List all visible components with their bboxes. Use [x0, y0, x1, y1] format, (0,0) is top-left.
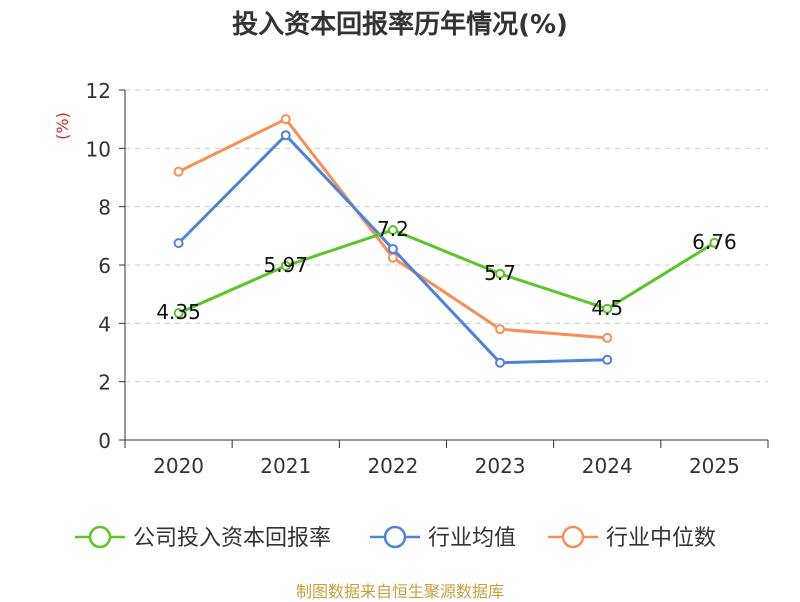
data-label: 7.2	[377, 217, 409, 241]
axes: 0 2 4 6 8 10 12 (%) 2020 2021 2022 2023 2024 2025	[53, 79, 769, 478]
data-point	[280, 130, 291, 141]
x-tick-label: 2024	[582, 454, 633, 478]
chart-title: 投入资本回报率历年情况(%)	[232, 10, 568, 40]
data-point	[280, 260, 291, 271]
data-label: 5.7	[484, 261, 516, 285]
data-point	[280, 114, 291, 125]
y-tick-label: 8	[98, 196, 111, 220]
data-point	[495, 324, 506, 335]
legend-marker	[561, 525, 585, 549]
data-point	[387, 225, 398, 235]
x-tick-label: 2022	[367, 454, 418, 478]
legend-marker	[88, 525, 112, 549]
y-tick-label: 10	[86, 137, 111, 161]
legend-item-0: 公司投入资本回报率	[75, 525, 331, 551]
legend: 公司投入资本回报率 行业均值 行业中位数	[75, 525, 716, 551]
y-tick-label: 6	[98, 254, 111, 278]
series-layer	[173, 114, 720, 368]
y-tick-label: 4	[98, 312, 111, 336]
data-point	[173, 308, 184, 319]
x-tick-label: 2025	[689, 454, 740, 478]
x-tick-label: 2021	[260, 454, 311, 478]
data-point	[387, 252, 398, 263]
data-point	[602, 332, 613, 343]
legend-label: 行业均值	[428, 526, 516, 551]
data-point	[173, 238, 184, 249]
data-point	[602, 354, 613, 365]
x-tick-label: 2020	[153, 454, 204, 478]
data-point	[709, 237, 720, 248]
data-point	[602, 303, 613, 314]
x-tick-label: 2023	[475, 454, 526, 478]
data-point	[387, 243, 398, 254]
data-label: 4.35	[156, 300, 201, 324]
series-line-0	[177, 228, 716, 315]
y-tick-label: 12	[86, 79, 111, 103]
legend-label: 行业中位数	[606, 526, 716, 551]
legend-label: 公司投入资本回报率	[133, 526, 331, 551]
grid-lines	[125, 89, 768, 383]
y-tick-label: 2	[98, 371, 111, 395]
data-point	[495, 357, 506, 368]
source-note: 制图数据来自恒生聚源数据库	[295, 582, 504, 601]
data-labels: 4.35 5.97 7.2 5.7 4.5 6.76	[156, 217, 736, 324]
data-point	[173, 166, 184, 177]
data-label: 4.5	[591, 296, 623, 320]
legend-item-2: 行业中位数	[548, 525, 716, 551]
y-tick-label: 0	[98, 429, 111, 453]
legend-item-1: 行业均值	[370, 525, 516, 551]
legend-marker	[383, 525, 407, 549]
data-point	[495, 268, 506, 279]
y-axis-label: (%)	[53, 112, 72, 140]
data-label: 6.76	[692, 230, 737, 254]
data-label: 5.97	[263, 253, 308, 277]
